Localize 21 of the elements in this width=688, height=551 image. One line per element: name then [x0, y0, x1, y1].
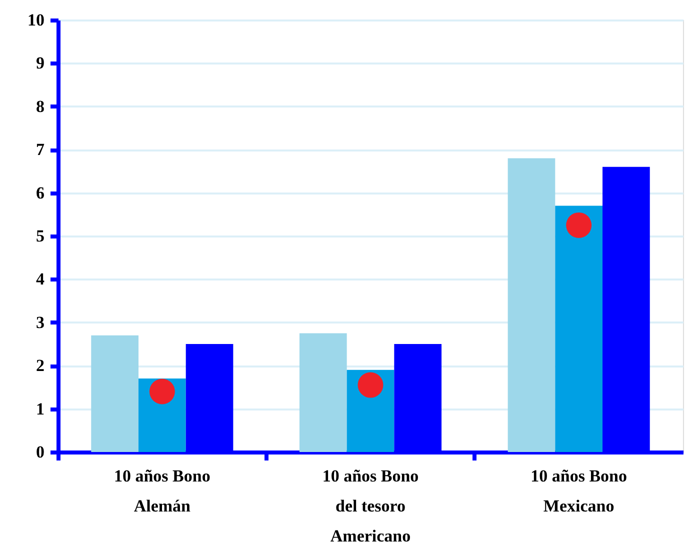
y-tick-label: 7 — [36, 140, 45, 160]
x-tick-label: 10 años Bono Mexicano — [530, 466, 628, 516]
bar — [555, 206, 603, 452]
bar — [299, 333, 347, 452]
y-tick-label: 3 — [36, 312, 44, 332]
y-tick-label: 10 — [28, 10, 44, 30]
y-tick-label: 9 — [36, 54, 44, 73]
y-tick-label: 2 — [36, 356, 44, 376]
point — [149, 378, 175, 404]
y-tick-label: 0 — [36, 442, 44, 462]
y-tick-label: 8 — [36, 96, 44, 116]
point — [566, 212, 592, 238]
bar — [508, 158, 556, 452]
bar — [91, 335, 138, 452]
x-tick-label: 10 años Bono del tesoro Americano — [322, 466, 419, 546]
y-tick-label: 5 — [36, 226, 44, 246]
y-tick-label: 1 — [36, 399, 44, 418]
y-tick-label: 6 — [36, 183, 44, 202]
y-tick-label: 4 — [36, 270, 45, 289]
point — [358, 372, 384, 398]
x-tick-label: 10 años Bono Alemán — [114, 466, 210, 516]
